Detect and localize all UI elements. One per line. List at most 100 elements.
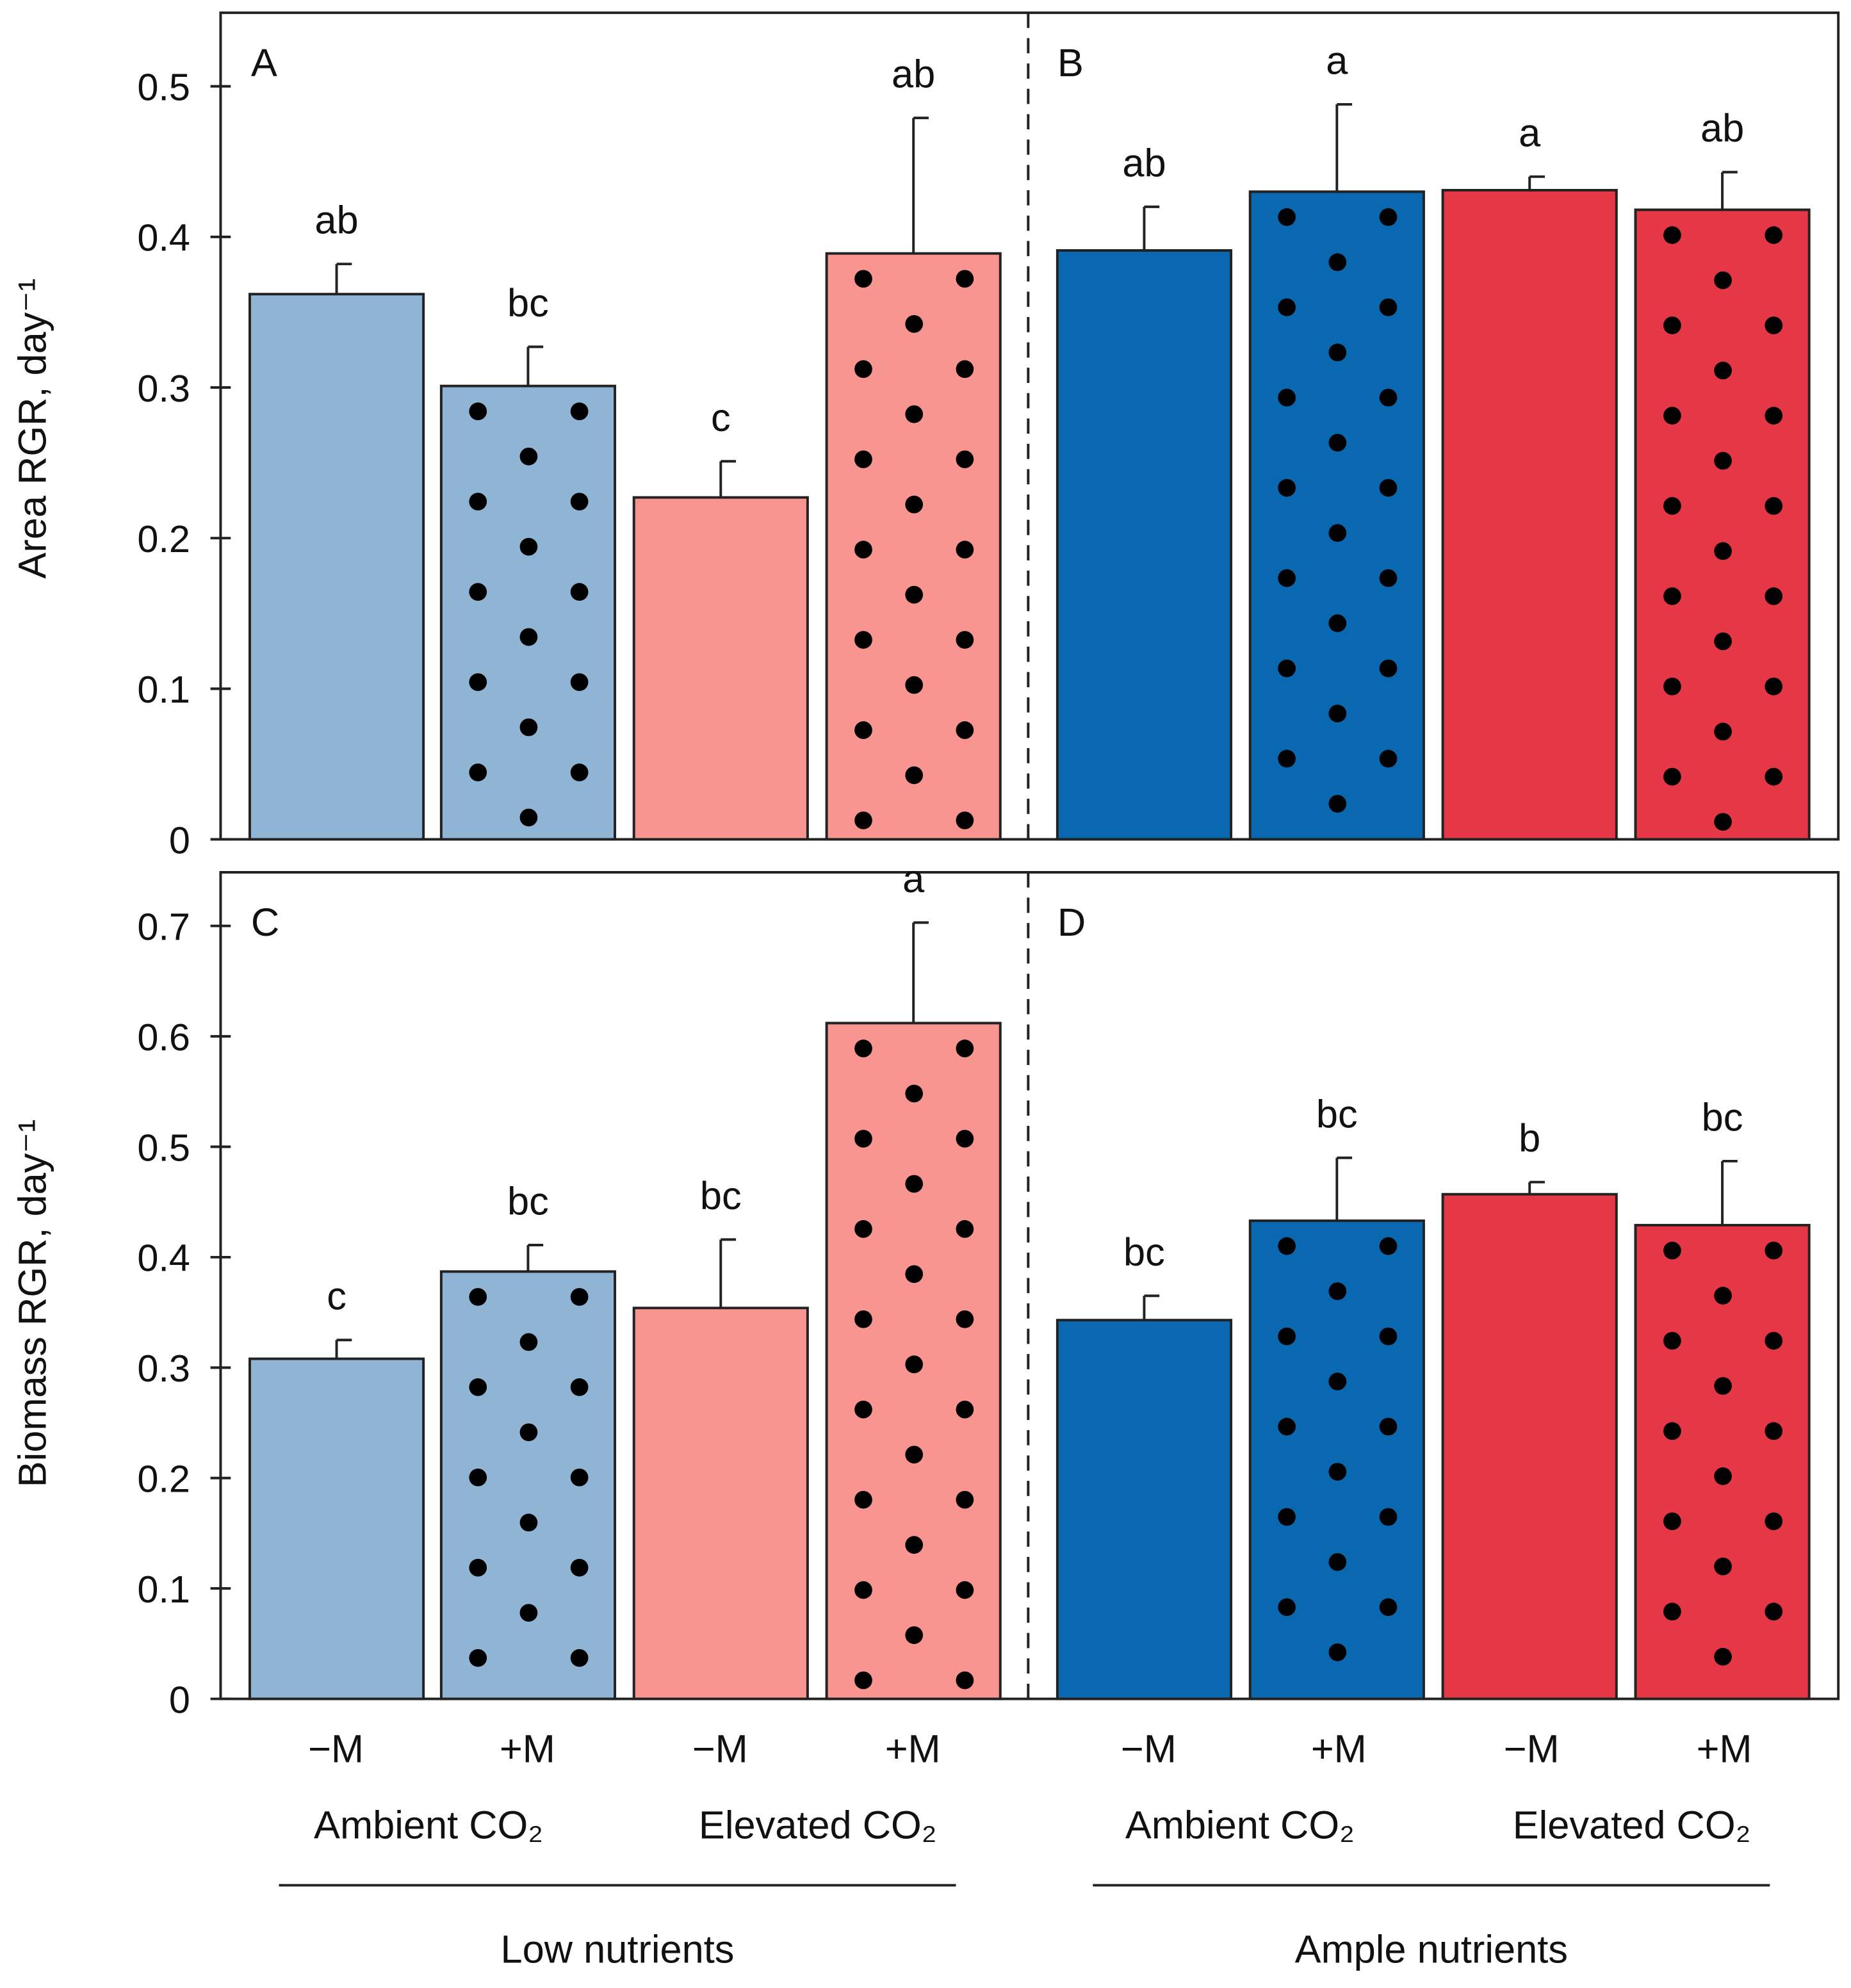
pattern-dot	[570, 1378, 589, 1396]
y-tick-label: 0.1	[137, 1568, 190, 1611]
pattern-dot	[854, 360, 872, 379]
pattern-dot	[469, 1558, 487, 1577]
bar	[1248, 1219, 1425, 1700]
significance-letter: bc	[700, 1174, 742, 1218]
significance-letter: a	[1326, 38, 1348, 83]
pattern-dot	[1765, 1422, 1783, 1440]
pattern-dot	[1714, 1287, 1732, 1305]
pattern-dot	[1714, 452, 1732, 470]
co2-group-label: Elevated CO₂	[699, 1803, 937, 1847]
x-treatment-label: +M	[885, 1727, 941, 1772]
pattern-dot	[1765, 316, 1783, 334]
pattern-dot	[1278, 569, 1296, 587]
pattern-dot	[854, 1490, 872, 1509]
x-treatment-label: −M	[692, 1727, 748, 1772]
pattern-dot	[1379, 659, 1398, 678]
pattern-dot	[854, 1039, 872, 1057]
pattern-dot	[1663, 1602, 1681, 1621]
pattern-dot	[905, 1536, 924, 1554]
pattern-dot	[1278, 1508, 1296, 1526]
pattern-dot	[905, 1265, 924, 1283]
pattern-dot	[1714, 1467, 1732, 1485]
significance-letter: bc	[1316, 1092, 1358, 1136]
pattern-dot	[1714, 361, 1732, 380]
pattern-dot	[570, 763, 589, 781]
y-tick-label: 0.3	[137, 1347, 190, 1390]
bar	[825, 252, 1002, 841]
pattern-dot	[1663, 1241, 1681, 1260]
pattern-dot	[1663, 497, 1681, 515]
pattern-dot	[1714, 1647, 1732, 1666]
pattern-dot	[956, 1400, 974, 1419]
pattern-dot	[1714, 813, 1732, 831]
pattern-dot	[854, 811, 872, 829]
pattern-dot	[1663, 1422, 1681, 1440]
bar	[248, 1357, 425, 1700]
significance-letter: bc	[1702, 1095, 1743, 1139]
significance-letter: a	[1519, 111, 1541, 155]
pattern-dot	[1328, 1282, 1347, 1300]
pattern-dot	[519, 718, 538, 737]
pattern-dot	[854, 450, 872, 469]
pattern-dot	[854, 1671, 872, 1690]
significance-letter: bc	[507, 1179, 549, 1223]
pattern-dot	[469, 583, 487, 601]
pattern-dot	[519, 1333, 538, 1351]
y-tick-label: 0.4	[137, 216, 190, 259]
pattern-dot	[1278, 659, 1296, 678]
pattern-dot	[905, 405, 924, 423]
pattern-dot	[1328, 705, 1347, 722]
pattern-dot	[1278, 1237, 1296, 1255]
pattern-dot	[905, 1355, 924, 1374]
y-tick-label: 0.4	[137, 1237, 190, 1280]
pattern-dot	[1379, 388, 1398, 407]
y-tick-label: 0	[169, 819, 190, 861]
pattern-dot	[956, 1220, 974, 1238]
pattern-dot	[469, 402, 487, 421]
significance-letter: c	[711, 396, 731, 440]
pattern-dot	[1278, 388, 1296, 407]
pattern-dot	[1765, 497, 1783, 515]
pattern-dot	[905, 766, 924, 785]
pattern-dot	[1278, 478, 1296, 497]
significance-letter: bc	[507, 281, 549, 325]
pattern-dot	[854, 1130, 872, 1148]
bar	[1441, 1193, 1618, 1700]
pattern-dot	[956, 721, 974, 739]
pattern-dot	[570, 1558, 589, 1577]
pattern-dot	[1328, 1463, 1347, 1481]
pattern-dot	[854, 1400, 872, 1419]
pattern-dot	[469, 493, 487, 511]
pattern-dot	[1278, 1598, 1296, 1617]
pattern-dot	[1714, 1557, 1732, 1576]
co2-group-label: Elevated CO₂	[1513, 1803, 1751, 1847]
pattern-dot	[469, 763, 487, 781]
pattern-dot	[570, 1468, 589, 1487]
significance-letter: ab	[314, 199, 358, 243]
x-treatment-label: +M	[500, 1727, 555, 1772]
pattern-dot	[1663, 407, 1681, 425]
pattern-dot	[1379, 1598, 1398, 1617]
x-treatment-label: −M	[308, 1727, 364, 1772]
pattern-dot	[570, 673, 589, 691]
pattern-dot	[1379, 1508, 1398, 1526]
pattern-dot	[956, 1490, 974, 1509]
pattern-dot	[1714, 271, 1732, 289]
pattern-dot	[956, 360, 974, 379]
pattern-dot	[570, 493, 589, 511]
pattern-dot	[854, 1581, 872, 1599]
significance-letter: ab	[892, 53, 935, 97]
pattern-dot	[1379, 208, 1398, 226]
pattern-dot	[1379, 569, 1398, 587]
pattern-dot	[1278, 1417, 1296, 1436]
pattern-dot	[905, 585, 924, 604]
pattern-dot	[519, 537, 538, 556]
pattern-dot	[956, 270, 974, 288]
pattern-dot	[1278, 298, 1296, 316]
y-tick-label: 0.6	[137, 1016, 190, 1059]
pattern-dot	[905, 1084, 924, 1103]
pattern-dot	[1663, 767, 1681, 786]
y-tick-label: 0.3	[137, 367, 190, 410]
x-treatment-label: −M	[1504, 1727, 1560, 1772]
pattern-dot	[854, 1220, 872, 1238]
